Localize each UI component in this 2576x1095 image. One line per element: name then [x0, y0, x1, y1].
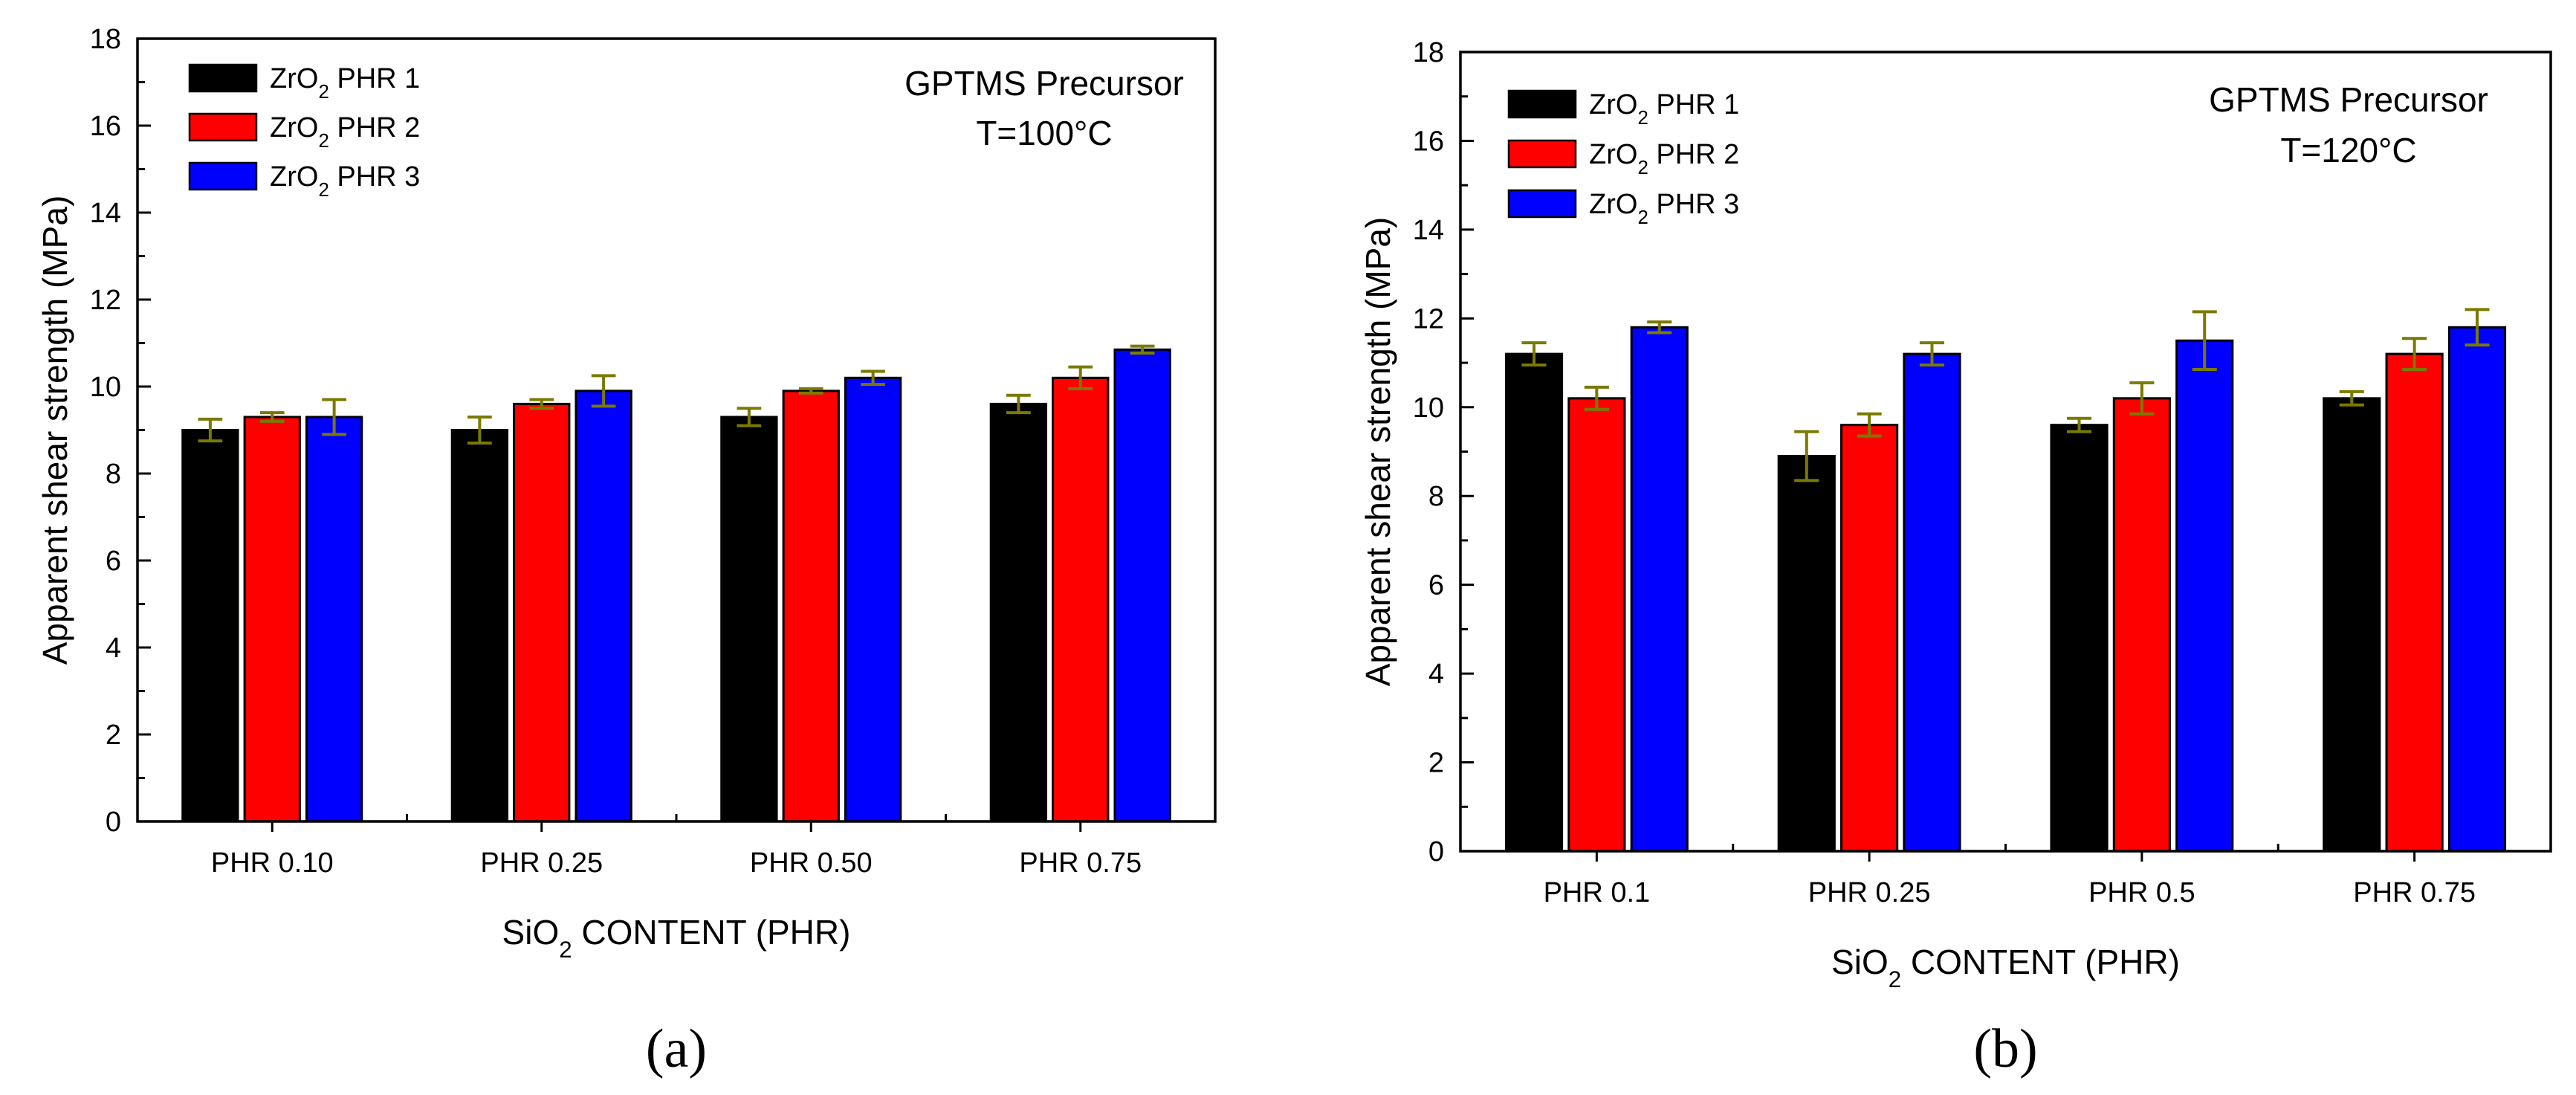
panel-label: (b) — [1973, 1018, 2037, 1079]
x-tick-label: PHR 0.1 — [1544, 877, 1651, 908]
x-tick-label: PHR 0.75 — [1019, 847, 1142, 879]
y-tick-label: 12 — [90, 285, 121, 316]
bar — [450, 429, 509, 823]
legend-swatch — [188, 63, 258, 93]
chart-annotation: GPTMS Precursor — [904, 64, 1184, 103]
bar — [1113, 348, 1171, 823]
y-tick-label: 4 — [106, 633, 121, 664]
y-tick-label: 0 — [106, 807, 121, 838]
y-tick-label: 18 — [90, 24, 121, 55]
x-tick-label: PHR 0.75 — [2353, 877, 2476, 908]
bar — [2175, 339, 2234, 853]
bar — [575, 390, 632, 823]
x-axis-label: SiO2 CONTENT (PHR) — [502, 913, 851, 963]
bar — [844, 376, 902, 823]
bar — [989, 402, 1048, 823]
bar — [2050, 424, 2109, 853]
y-axis-label: Apparent shear strength (MPa) — [36, 196, 74, 665]
chart-annotation: T=100°C — [976, 114, 1112, 152]
legend-label: ZrO2 PHR 3 — [270, 161, 420, 201]
y-tick-label: 0 — [1428, 836, 1444, 868]
legend-swatch — [188, 161, 258, 191]
bar — [2385, 352, 2444, 853]
legend-label: ZrO2 PHR 1 — [270, 63, 420, 103]
bar — [782, 390, 840, 823]
y-tick-label: 14 — [1413, 215, 1444, 246]
bar — [305, 416, 363, 823]
y-tick-label: 6 — [106, 546, 121, 577]
x-tick-label: PHR 0.25 — [1808, 877, 1931, 908]
y-tick-label: 12 — [1413, 303, 1444, 335]
y-tick-label: 14 — [90, 198, 121, 229]
y-axis-label: Apparent shear strength (MPa) — [1359, 217, 1397, 687]
legend-label: ZrO2 PHR 2 — [1589, 139, 1739, 178]
bar — [2447, 326, 2507, 853]
x-tick-label: PHR 0.5 — [2088, 877, 2195, 908]
bar — [2112, 397, 2171, 853]
bar — [2323, 397, 2381, 853]
bar — [1903, 352, 1961, 853]
legend-label: ZrO2 PHR 3 — [1589, 189, 1739, 228]
y-tick-label: 18 — [1413, 37, 1444, 68]
y-tick-label: 8 — [1428, 481, 1444, 512]
bar — [513, 402, 571, 823]
bar — [181, 429, 239, 823]
chart-panel-b: 0 2 4 6 8 10 12 14 16 18 PHR 0.1 PHR 0.25 PHR 0.5 PHR… — [1359, 37, 2552, 1079]
y-tick-label: 2 — [106, 720, 121, 751]
bar — [1504, 352, 1564, 853]
plot-frame — [136, 37, 1217, 823]
y-tick-label: 6 — [1428, 570, 1444, 601]
bar — [1777, 454, 1836, 853]
bar — [1630, 326, 1689, 853]
legend-label: ZrO2 PHR 1 — [1589, 89, 1739, 129]
x-axis-label: SiO2 CONTENT (PHR) — [1831, 943, 2180, 992]
y-tick-label: 16 — [1413, 126, 1444, 157]
plot-frame — [1459, 51, 2552, 853]
legend-swatch — [1507, 189, 1577, 219]
y-tick-label: 10 — [1413, 393, 1444, 424]
bar — [720, 416, 778, 823]
y-tick-label: 4 — [1428, 659, 1444, 690]
chart-panel-a: 0 2 4 6 8 10 12 14 16 18 PHR 0.10 PHR 0.25 PHR 0.50 P… — [36, 24, 1217, 1079]
x-tick-label: PHR 0.25 — [480, 847, 603, 879]
chart-annotation: T=120°C — [2280, 131, 2416, 169]
x-tick-label: PHR 0.50 — [750, 847, 873, 879]
bar — [243, 416, 301, 823]
legend-label: ZrO2 PHR 2 — [270, 112, 420, 152]
legend-swatch — [1507, 89, 1577, 119]
bar — [1840, 424, 1899, 853]
y-tick-label: 8 — [106, 459, 121, 490]
bar — [1567, 397, 1626, 853]
panel-label: (a) — [646, 1018, 707, 1079]
legend-swatch — [188, 112, 258, 142]
y-tick-label: 16 — [90, 111, 121, 142]
y-tick-label: 10 — [90, 372, 121, 403]
x-tick-label: PHR 0.10 — [211, 847, 334, 879]
y-tick-label: 2 — [1428, 748, 1444, 779]
bar — [1052, 376, 1110, 823]
chart-annotation: GPTMS Precursor — [2209, 80, 2488, 119]
legend-swatch — [1507, 139, 1577, 169]
